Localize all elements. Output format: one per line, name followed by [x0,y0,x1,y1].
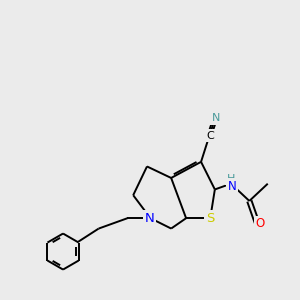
Text: S: S [206,212,214,225]
Text: H: H [227,174,235,184]
Text: N: N [228,180,236,193]
Text: N: N [145,212,154,225]
Text: O: O [256,218,265,230]
Text: C: C [206,130,214,140]
Text: N: N [212,113,220,123]
